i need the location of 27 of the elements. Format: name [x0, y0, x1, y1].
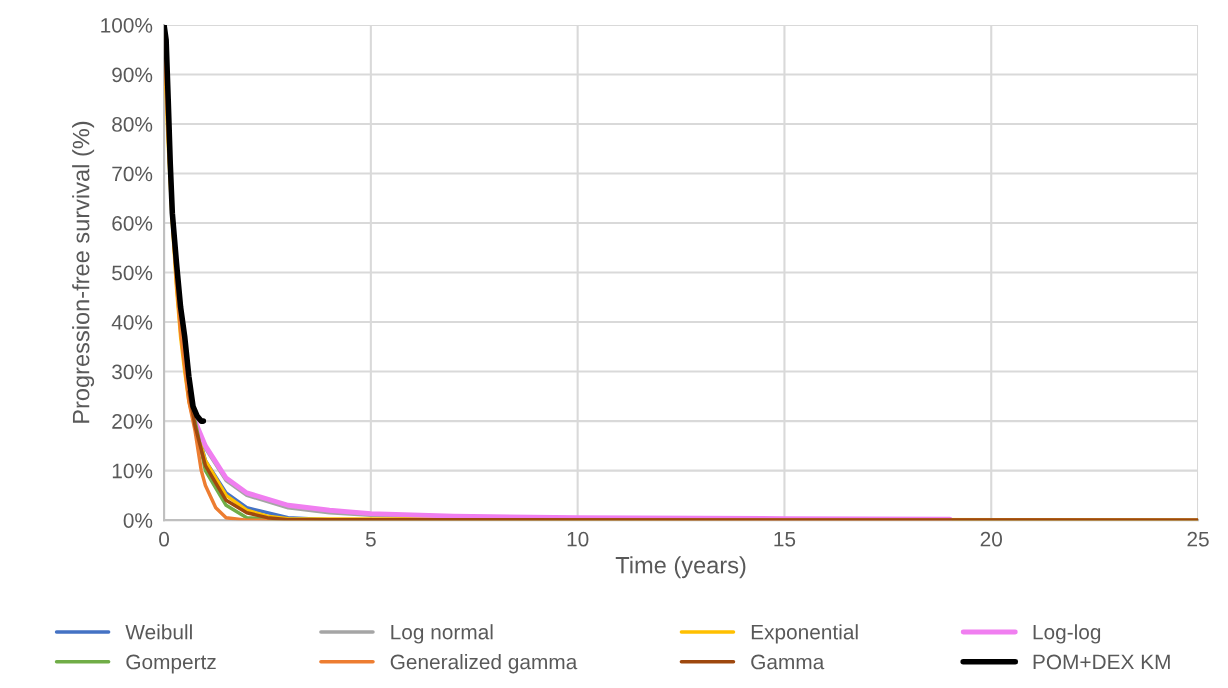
x-tick-label: 5 [365, 532, 376, 547]
y-tick-label: 70% [112, 166, 153, 182]
y-tick-label: 40% [111, 315, 153, 330]
legend-label: Exponential [751, 624, 858, 644]
y-axis-title: Progression-free survival (%) [72, 121, 95, 423]
y-tick-label: 10% [112, 463, 153, 479]
legend-label: Weibull [125, 624, 192, 640]
y-tick-label: 50% [112, 265, 153, 281]
y-tick-label: 0% [123, 513, 153, 528]
x-tick-label: 10 [567, 531, 589, 547]
y-tick-label: 80% [112, 117, 153, 132]
y-tick-label: 20% [112, 414, 153, 429]
x-tick-label: 20 [980, 531, 1003, 547]
y-tick-label: 60% [112, 216, 153, 231]
x-axis-title: Time (years) [615, 556, 746, 579]
legend-label: Log-log [1033, 624, 1101, 644]
legend-label: Generalized gamma [390, 654, 578, 674]
y-tick-label: 30% [112, 364, 153, 380]
legend-label: Gompertz [126, 654, 216, 674]
y-tick-label: 100% [101, 17, 153, 33]
x-tick-label: 15 [774, 532, 796, 547]
y-tick-label: 90% [112, 67, 153, 83]
legend-label: Gamma [751, 654, 825, 670]
legend-label: POM+DEX KM [1033, 654, 1170, 670]
x-tick-label: 25 [1187, 531, 1209, 547]
x-tick-label: 0 [159, 531, 170, 547]
legend-label: Log normal [391, 624, 493, 644]
